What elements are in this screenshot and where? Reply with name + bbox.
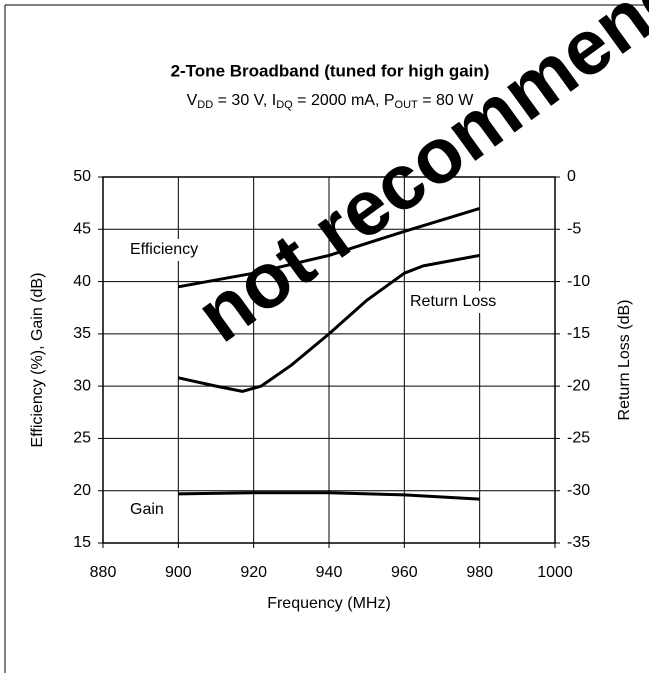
subtitle-subscript: OUT xyxy=(395,99,419,111)
subtitle-part: = 2000 mA, P xyxy=(293,92,395,109)
y2-tick-label: -30 xyxy=(567,482,590,499)
series-label: Efficiency xyxy=(130,241,198,258)
subtitle-part: V xyxy=(187,92,198,109)
series-line xyxy=(178,206,481,289)
y-tick-label: 15 xyxy=(73,534,91,551)
series-line xyxy=(178,491,480,501)
y2-axis-label: Return Loss (dB) xyxy=(616,300,633,421)
x-tick-label: 1000 xyxy=(537,564,573,581)
y-tick-label: 20 xyxy=(73,482,91,499)
y-tick-label: 35 xyxy=(73,325,91,342)
y2-tick-label: -15 xyxy=(567,325,590,342)
x-tick-label: 960 xyxy=(391,564,418,581)
plot-frame xyxy=(102,176,556,544)
subtitle-part: = 30 V, I xyxy=(213,92,276,109)
y2-tick-label: -5 xyxy=(567,221,581,238)
y2-tick-label: -10 xyxy=(567,273,590,290)
y-axis-label: Efficiency (%), Gain (dB) xyxy=(29,273,46,448)
subtitle-subscript: DD xyxy=(197,99,213,111)
x-tick-label: 940 xyxy=(316,564,343,581)
subtitle-part: = 80 W xyxy=(418,92,474,109)
x-tick-label: 880 xyxy=(90,564,117,581)
series-line xyxy=(177,253,480,393)
x-axis-label: Frequency (MHz) xyxy=(267,595,391,612)
y2-tick-label: -20 xyxy=(567,377,590,394)
y2-tick-label: -25 xyxy=(567,430,590,447)
x-tick-label: 920 xyxy=(240,564,267,581)
chart-title: 2-Tone Broadband (tuned for high gain) xyxy=(171,61,490,80)
label-bg xyxy=(127,499,169,521)
label-bg xyxy=(127,239,223,261)
y-tick-label: 25 xyxy=(73,430,91,447)
y-tick-label: 50 xyxy=(73,168,91,185)
y-tick-label: 45 xyxy=(73,221,91,238)
y2-tick-label: 0 xyxy=(567,168,576,185)
chart-subtitle: VDD = 30 V, IDQ = 2000 mA, POUT = 80 W xyxy=(187,92,475,111)
series-label: Gain xyxy=(130,501,164,518)
y2-tick-label: -35 xyxy=(567,534,590,551)
label-bg xyxy=(407,291,512,313)
y-tick-label: 30 xyxy=(73,377,91,394)
x-tick-label: 900 xyxy=(165,564,192,581)
x-tick-label: 980 xyxy=(466,564,493,581)
subtitle-subscript: DQ xyxy=(276,99,293,111)
series-label: Return Loss xyxy=(410,293,496,310)
y-tick-label: 40 xyxy=(73,273,91,290)
